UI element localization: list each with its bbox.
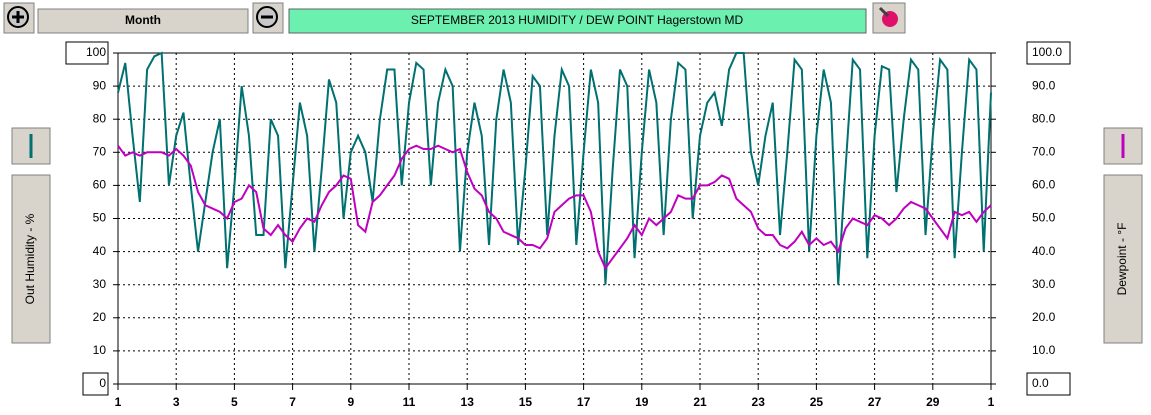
x-tick-label: 7 [289, 395, 296, 409]
y2-tick-label: 100.0 [1032, 45, 1062, 59]
color-button[interactable] [872, 2, 906, 34]
y2-tick-label: 30.0 [1032, 277, 1056, 291]
y-axis-label: Out Humidity - % [23, 213, 37, 304]
y2-tick-label: 50.0 [1032, 211, 1056, 225]
y2-tick-label: 0.0 [1032, 376, 1049, 390]
x-tick-label: 1 [115, 395, 122, 409]
y2-tick-label: 70.0 [1032, 144, 1056, 158]
x-tick-label: 3 [173, 395, 180, 409]
y-tick-label: 10 [93, 343, 107, 357]
x-tick-label: 21 [693, 395, 707, 409]
series-line [117, 144, 992, 271]
x-tick-label: 19 [635, 395, 649, 409]
zoom-in-button[interactable] [3, 2, 35, 34]
y-tick-label: 60 [93, 178, 107, 192]
x-tick-label: 5 [231, 395, 238, 409]
zoom-out-button[interactable] [252, 2, 284, 34]
title-box [288, 8, 867, 34]
ylabel-button[interactable] [11, 174, 51, 344]
y-tick-label: 30 [93, 277, 107, 291]
ymin-box [82, 372, 109, 396]
y-tick-label: 90 [93, 78, 107, 92]
x-tick-label: 13 [461, 395, 475, 409]
x-tick-label: 17 [577, 395, 591, 409]
humidity-legend-button[interactable] [11, 127, 51, 165]
y-tick-label: 40 [93, 244, 107, 258]
y2-tick-label: 10.0 [1032, 343, 1056, 357]
x-tick-label: 15 [519, 395, 533, 409]
y2-tick-label: 20.0 [1032, 310, 1056, 324]
y-tick-label: 70 [93, 144, 107, 158]
x-tick-label: 23 [752, 395, 766, 409]
series-line [117, 51, 992, 285]
y-tick-label: 50 [93, 211, 107, 225]
period-button[interactable] [37, 8, 249, 34]
x-tick-label: 9 [347, 395, 354, 409]
x-tick-label: 27 [868, 395, 882, 409]
y2label-button[interactable] [1103, 174, 1143, 344]
y2-axis-label: Dewpoint - °F [1115, 223, 1129, 296]
y2-tick-label: 60.0 [1032, 178, 1056, 192]
y-tick-label: 100 [86, 45, 106, 59]
chart-title: SEPTEMBER 2013 HUMIDITY / DEW POINT Hage… [411, 13, 744, 27]
x-tick-label: 1 [988, 395, 995, 409]
y2-tick-label: 90.0 [1032, 78, 1056, 92]
x-tick-label: 29 [926, 395, 940, 409]
y-tick-label: 0 [99, 376, 106, 390]
y2-tick-label: 80.0 [1032, 111, 1056, 125]
ymax-box [65, 41, 109, 65]
dewpoint-legend-button[interactable] [1103, 127, 1143, 165]
y2max-box [1026, 41, 1071, 65]
period-label: Month [125, 13, 161, 27]
x-tick-label: 11 [403, 395, 416, 409]
y-tick-label: 20 [93, 310, 107, 324]
x-tick-label: 25 [810, 395, 824, 409]
y-tick-label: 80 [93, 111, 107, 125]
y2-tick-label: 40.0 [1032, 244, 1056, 258]
y2min-box [1026, 372, 1071, 396]
